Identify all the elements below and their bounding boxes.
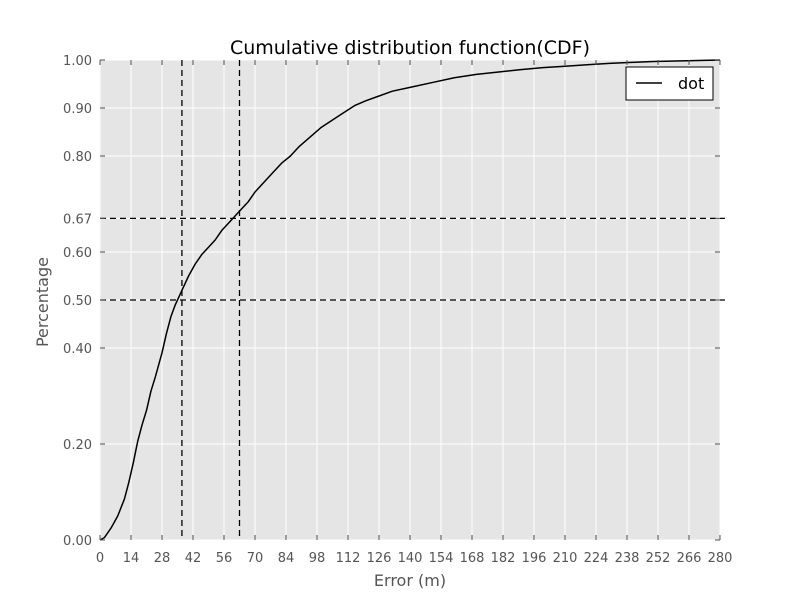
y-tick-label-3: 0.50 [63,294,92,309]
x-tick-label-17: 238 [615,551,640,566]
y-tick-label-1: 0.20 [63,438,92,453]
y-tick-label-7: 0.90 [63,102,92,117]
x-tick-label-14: 196 [522,551,547,566]
y-tick-label-5: 0.67 [63,212,92,227]
reference-lines [100,60,725,540]
x-tick-label-20: 280 [708,551,733,566]
x-tick-label-4: 56 [216,551,233,566]
x-tick-label-8: 112 [336,551,361,566]
y-tick-label-2: 0.40 [63,342,92,357]
x-tick-label-5: 70 [247,551,264,566]
x-tick-label-0: 0 [96,551,104,566]
y-tick-label-8: 1.00 [63,54,92,69]
x-tick-label-16: 224 [584,551,609,566]
series-line-dot [99,59,721,541]
x-tick-label-15: 210 [553,551,578,566]
x-tick-label-18: 252 [646,551,671,566]
y-tick-label-4: 0.60 [63,246,92,261]
x-tick-label-10: 140 [398,551,423,566]
x-tick-label-1: 14 [123,551,140,566]
x-tick-label-2: 28 [154,551,171,566]
y-axis-label: Percentage [33,257,52,347]
x-tick-label-13: 182 [491,551,516,566]
x-tick-label-3: 42 [185,551,202,566]
legend: dot [625,66,714,101]
chart-title: Cumulative distribution function(CDF) [230,37,590,59]
y-tick-label-0: 0.00 [63,534,92,549]
axis-ticks: 0 14 28 42 56 70 84 98 112 126 140 154 168 182 196 210 2… [63,54,732,566]
x-axis-label: Error (m) [374,571,446,590]
series-layer [99,59,721,541]
y-tick-label-6: 0.80 [63,150,92,165]
x-tick-label-7: 98 [309,551,326,566]
x-tick-label-9: 126 [367,551,392,566]
x-tick-label-11: 154 [429,551,454,566]
legend-label-dot: dot [678,74,704,93]
x-tick-label-12: 168 [460,551,485,566]
x-tick-label-6: 84 [278,551,295,566]
x-tick-label-19: 266 [677,551,702,566]
